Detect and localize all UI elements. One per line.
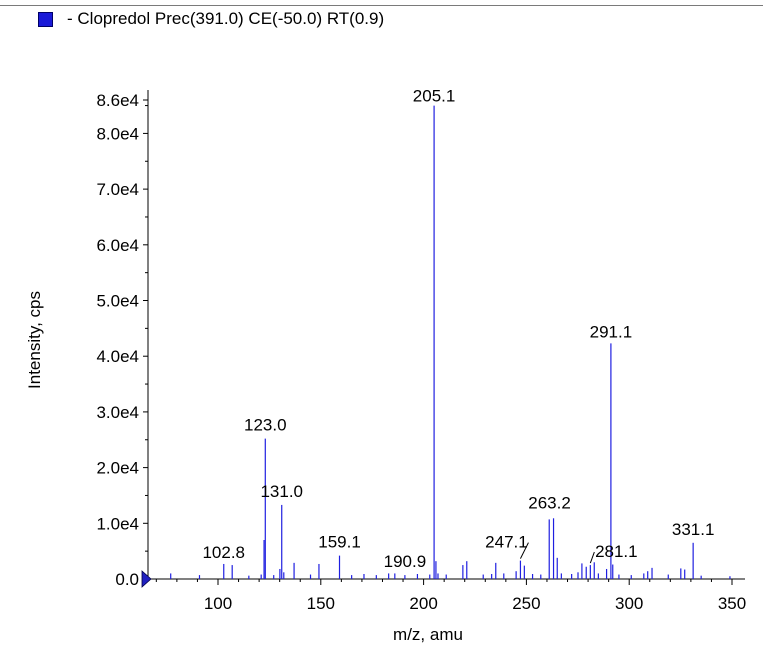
y-tick-label: 0.0	[115, 570, 139, 589]
peak-label: 281.1	[595, 542, 638, 561]
x-axis-label: m/z, amu	[393, 625, 463, 644]
y-tick-label: 1.0e4	[96, 514, 139, 533]
peak-label: 247.1	[485, 533, 528, 552]
baseline-marker	[141, 570, 152, 588]
top-border-line	[0, 5, 763, 6]
peaks	[170, 105, 731, 579]
legend-label: - Clopredol Prec(391.0) CE(-50.0) RT(0.9…	[67, 9, 385, 28]
peak-label: 102.8	[202, 543, 245, 562]
peak-label: 205.1	[413, 87, 456, 106]
y-tick-label: 8.0e4	[96, 124, 139, 143]
peak-label: 190.9	[384, 552, 427, 571]
y-tick-label: 4.0e4	[96, 347, 139, 366]
peak-label: 263.2	[528, 493, 571, 512]
x-tick-label: 300	[615, 594, 643, 613]
peak-label: 123.0	[244, 416, 287, 435]
x-tick-label: 150	[307, 594, 335, 613]
y-ticks: 0.0 1.0e4 2.0e4 3.0e4 4.0e4 5.0e4 6.0e4 7.0e4 8.…	[96, 91, 148, 589]
x-tick-label: 200	[409, 594, 437, 613]
y-tick-label: 5.0e4	[96, 292, 139, 311]
x-tick-label: 350	[718, 594, 746, 613]
y-tick-label: 6.0e4	[96, 236, 139, 255]
peak-label-leader	[519, 542, 529, 559]
peak-labels: 102.8 123.0 131.0 159.1 190.9 205.1 247.1 263.2…	[202, 87, 714, 572]
peak-label: 159.1	[318, 533, 361, 552]
peak-label-leader	[589, 551, 595, 564]
y-axis-label: Intensity, cps	[25, 291, 44, 389]
x-tick-label: 100	[204, 594, 232, 613]
legend: - Clopredol Prec(391.0) CE(-50.0) RT(0.9…	[38, 8, 384, 30]
y-tick-label: 2.0e4	[96, 459, 139, 478]
peak-label: 131.0	[260, 482, 303, 501]
y-tick-label: 3.0e4	[96, 403, 139, 422]
legend-swatch	[38, 11, 53, 27]
x-tick-label: 250	[512, 594, 540, 613]
axes	[147, 90, 745, 580]
y-tick-label: 8.6e4	[96, 91, 139, 110]
y-tick-label: 7.0e4	[96, 180, 139, 199]
peak-label: 291.1	[590, 322, 633, 341]
peak-label: 331.1	[672, 520, 715, 539]
x-ticks: 100 150 200 250 300 350	[155, 579, 746, 613]
